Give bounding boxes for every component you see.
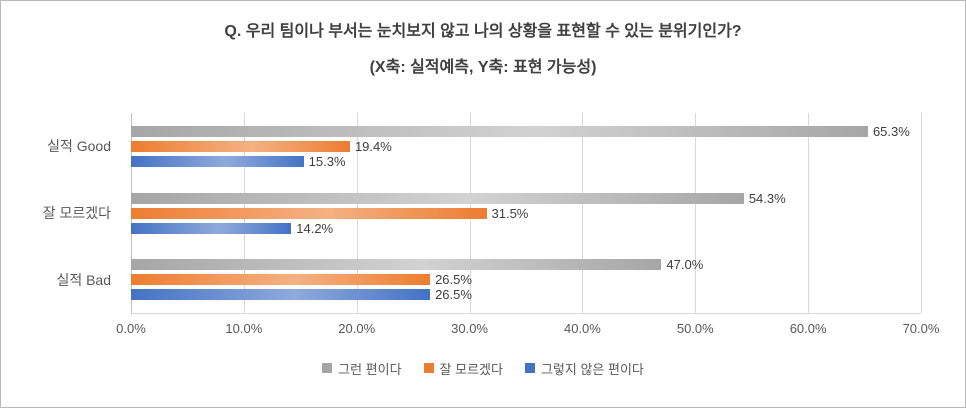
x-axis-tick-label: 50.0% bbox=[676, 321, 714, 336]
bar-value-label: 26.5% bbox=[435, 287, 472, 303]
bar-value-label: 47.0% bbox=[666, 257, 704, 273]
legend: 그런 편이다 잘 모르겠다 그렇지 않은 편이다 bbox=[1, 357, 965, 379]
bar-value-label: 14.2% bbox=[296, 220, 334, 236]
bar-group: 65.3% 19.4% 15.3% bbox=[131, 113, 921, 180]
bar-value-label: 65.3% bbox=[872, 123, 910, 139]
bar-row: 54.3% bbox=[131, 190, 921, 206]
gridline bbox=[582, 113, 584, 313]
legend-label: 잘 모르겠다 bbox=[439, 361, 503, 377]
bar bbox=[131, 289, 431, 301]
bar-value-label: 15.3% bbox=[308, 153, 346, 169]
x-axis: 0.0% 10.0% 20.0% 30.0% 40.0% 50.0% 60.0% 70.0% bbox=[116, 321, 939, 339]
gridline bbox=[921, 113, 922, 313]
x-axis-tick-label: 60.0% bbox=[789, 321, 827, 336]
legend-item: 그런 편이다 bbox=[322, 359, 402, 378]
bar-row: 19.4% bbox=[131, 138, 921, 154]
bar bbox=[131, 259, 662, 271]
bar-value-label: 54.3% bbox=[748, 190, 786, 206]
bar-value-label: 31.5% bbox=[491, 205, 529, 221]
bar bbox=[131, 222, 292, 234]
x-axis-tick-label: 20.0% bbox=[338, 321, 376, 336]
bar bbox=[131, 155, 304, 167]
bar bbox=[131, 207, 487, 219]
bar-row: 26.5% bbox=[131, 272, 921, 288]
bar-group: 54.3% 31.5% 14.2% bbox=[131, 180, 921, 247]
legend-label: 그런 편이다 bbox=[338, 361, 402, 377]
bar bbox=[131, 192, 744, 204]
chart-subtitle: (X축: 실적예측, Y축: 표현 가능성) bbox=[369, 59, 597, 76]
legend-label: 그렇지 않은 편이다 bbox=[540, 361, 644, 377]
bar-value-label: 19.4% bbox=[354, 138, 392, 154]
bar bbox=[131, 274, 431, 286]
gridline bbox=[695, 113, 697, 313]
bar bbox=[131, 140, 350, 152]
bar-group: 47.0% 26.5% 26.5% bbox=[131, 246, 921, 313]
bar-row: 26.5% bbox=[131, 287, 921, 303]
legend-swatch bbox=[423, 363, 434, 373]
bar bbox=[131, 125, 868, 137]
plot-area: 65.3% 19.4% 15.3% 54.3% 31.5% 14.2% 47.0% 26.5%… bbox=[131, 113, 922, 314]
legend-item: 그렇지 않은 편이다 bbox=[524, 359, 644, 378]
bar-row: 14.2% bbox=[131, 220, 921, 236]
bar-value-label: 26.5% bbox=[435, 272, 472, 288]
bar-row: 15.3% bbox=[131, 153, 921, 169]
x-axis-tick-label: 30.0% bbox=[451, 321, 488, 336]
x-axis-tick-label: 70.0% bbox=[902, 321, 940, 336]
bar-groups: 65.3% 19.4% 15.3% 54.3% 31.5% 14.2% 47.0% 26.5%… bbox=[131, 113, 921, 313]
legend-swatch bbox=[524, 363, 535, 373]
legend-swatch bbox=[322, 363, 333, 373]
bar-row: 31.5% bbox=[131, 205, 921, 221]
bar-row: 47.0% bbox=[131, 257, 921, 273]
bar-row: 65.3% bbox=[131, 123, 921, 139]
x-axis-tick-label: 40.0% bbox=[563, 321, 601, 336]
legend-item: 잘 모르겠다 bbox=[423, 359, 503, 378]
category-label: 잘 모르겠다 bbox=[42, 205, 111, 221]
category-label: 실적 Good bbox=[47, 138, 111, 155]
gridline bbox=[808, 113, 810, 313]
x-axis-tick-label: 0.0% bbox=[116, 321, 146, 336]
x-axis-line bbox=[131, 313, 921, 314]
x-axis-tick-label: 10.0% bbox=[225, 321, 263, 336]
category-label: 실적 Bad bbox=[56, 271, 111, 288]
chart-title: Q. 우리 팀이나 부서는 눈치보지 않고 나의 상황을 표현할 수 있는 분위… bbox=[224, 23, 742, 40]
